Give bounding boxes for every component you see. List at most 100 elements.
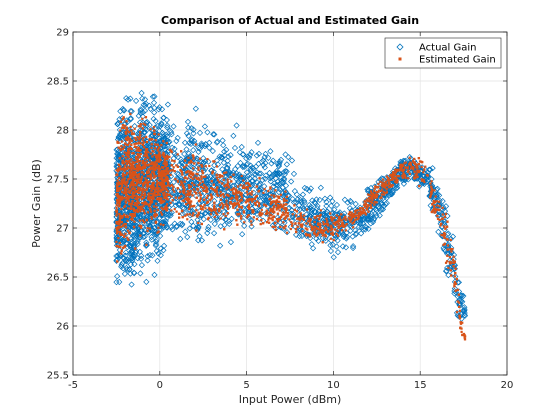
actual-gain-point: [114, 120, 121, 128]
actual-gain-point: [135, 112, 142, 119]
estimated-gain-point: [134, 138, 138, 141]
estimated-gain-point: [125, 190, 128, 194]
estimated-gain-point: [350, 217, 353, 220]
actual-gain-point: [167, 210, 174, 217]
actual-gain-point: [204, 129, 211, 136]
actual-gain-point: [389, 189, 396, 196]
estimated-gain-point: [186, 218, 189, 221]
actual-gain-point: [183, 146, 190, 153]
estimated-gain-point: [140, 205, 143, 208]
estimated-gain-point: [253, 197, 256, 201]
estimated-gain-point: [453, 260, 456, 263]
estimated-gain-point: [132, 132, 135, 135]
estimated-gain-point: [463, 335, 467, 338]
estimated-gain-point: [298, 219, 301, 222]
estimated-gain-point: [151, 166, 154, 169]
estimated-gain-point: [187, 192, 190, 195]
estimated-gain-point: [247, 206, 250, 209]
actual-gain-point: [233, 122, 240, 129]
estimated-gain-point: [403, 173, 406, 177]
estimated-gain-point: [193, 183, 196, 187]
actual-gain-point: [237, 159, 244, 167]
estimated-gain-point: [322, 223, 325, 226]
estimated-gain-point: [186, 177, 189, 180]
estimated-gain-point: [344, 215, 347, 219]
estimated-gain-point: [163, 160, 166, 163]
estimated-gain-point: [251, 190, 254, 193]
actual-gain-point: [139, 137, 146, 144]
actual-gain-point: [202, 141, 209, 148]
estimated-gain-point: [203, 189, 206, 192]
estimated-gain-point: [205, 188, 208, 191]
estimated-gain-point: [134, 171, 137, 174]
estimated-gain-point: [164, 179, 167, 182]
actual-gain-point: [137, 110, 144, 117]
actual-gain-point: [156, 137, 164, 144]
actual-gain-point: [277, 156, 285, 163]
estimated-gain-point: [161, 153, 164, 156]
actual-gain-point: [267, 148, 274, 155]
actual-gain-point: [153, 140, 160, 147]
actual-gain-point: [249, 177, 256, 185]
estimated-gain-point: [156, 185, 159, 188]
actual-gain-point: [247, 165, 254, 172]
actual-gain-point: [327, 247, 334, 255]
estimated-gain-point: [130, 169, 133, 172]
estimated-gain-point: [145, 160, 148, 163]
estimated-gain-point: [225, 188, 228, 191]
estimated-gain-point: [451, 248, 454, 251]
estimated-gain-point: [148, 175, 151, 178]
actual-gain-point: [373, 212, 380, 219]
actual-gain-point: [352, 231, 359, 238]
estimated-gain-point: [377, 189, 380, 192]
estimated-gain-point: [354, 209, 357, 213]
estimated-gain-point: [289, 227, 292, 231]
estimated-gain-point: [239, 184, 242, 187]
estimated-gain-point: [117, 227, 120, 230]
actual-gain-point: [217, 185, 224, 192]
estimated-gain-point: [176, 153, 179, 156]
estimated-gain-point: [124, 192, 128, 196]
estimated-gain-point: [318, 228, 321, 231]
estimated-gain-point: [147, 203, 150, 206]
estimated-gain-point: [176, 180, 180, 183]
actual-gain-point: [163, 224, 171, 231]
estimated-gain-point: [185, 213, 189, 216]
estimated-gain-point: [123, 151, 126, 154]
estimated-gain-point: [218, 181, 221, 184]
actual-gain-point: [261, 164, 268, 171]
actual-gain-point: [293, 231, 300, 239]
actual-gain-point: [139, 126, 146, 134]
actual-gain-point: [122, 249, 130, 256]
actual-gain-point: [153, 231, 160, 238]
actual-gain-point: [207, 216, 214, 223]
estimated-gain-point: [139, 134, 142, 137]
estimated-gain-point: [335, 214, 339, 217]
estimated-gain-point: [453, 281, 456, 284]
actual-gain-point: [156, 214, 163, 222]
actual-gain-point: [201, 143, 209, 150]
estimated-gain-point: [386, 184, 389, 187]
estimated-gain-point: [200, 175, 203, 178]
actual-gain-point: [433, 186, 440, 193]
estimated-gain-point: [319, 230, 322, 233]
estimated-gain-point: [160, 188, 163, 191]
estimated-gain-point: [198, 191, 201, 194]
estimated-gain-point: [205, 196, 208, 200]
actual-gain-point: [223, 173, 230, 180]
actual-gain-point: [243, 169, 251, 176]
actual-gain-point: [346, 205, 354, 212]
estimated-gain-point: [213, 204, 216, 207]
estimated-gain-point: [159, 177, 162, 181]
actual-gain-point: [406, 171, 413, 178]
estimated-gain-point: [449, 238, 452, 241]
actual-gain-point: [183, 130, 191, 137]
estimated-gain-point: [436, 217, 440, 220]
estimated-gain-point: [400, 166, 403, 169]
estimated-gain-point: [192, 212, 195, 215]
estimated-gain-point: [141, 201, 145, 205]
estimated-gain-point: [177, 197, 181, 200]
estimated-gain-point: [227, 207, 230, 210]
actual-gain-point: [334, 237, 341, 244]
estimated-gain-point: [269, 197, 272, 200]
